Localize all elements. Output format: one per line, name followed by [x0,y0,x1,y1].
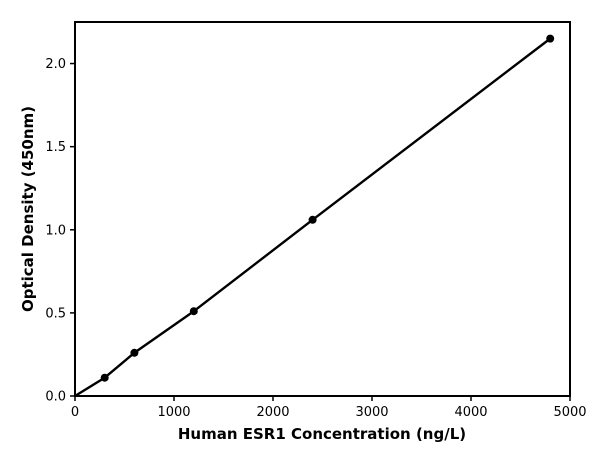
y-tick-label: 1.5 [45,140,66,155]
x-tick-label: 1000 [157,405,190,420]
x-tick-label: 0 [71,405,79,420]
axes-layer: 0 1000 2000 3000 4000 5000 0.0 0.5 1.0 1.5 2.0 [45,21,587,420]
x-axis-title: Human ESR1 Concentration (ng/L) [178,425,466,443]
standard-curve-line [74,37,551,398]
data-point [189,307,198,316]
plot-frame [74,21,571,397]
data-layer [74,34,555,398]
x-tick-label: 4000 [454,405,487,420]
data-point [130,348,139,357]
x-tick-label: 2000 [256,405,289,420]
y-tick-label: 1.0 [45,223,66,238]
data-point [308,215,317,224]
y-axis-title: Optical Density (450nm) [19,106,37,312]
y-tick-label: 2.0 [45,57,66,72]
data-point [546,34,555,43]
data-point [100,373,109,382]
y-tick-label: 0.0 [45,390,66,405]
x-tick-label: 3000 [355,405,388,420]
y-tick-label: 0.5 [45,306,66,321]
x-tick-label: 5000 [553,405,586,420]
